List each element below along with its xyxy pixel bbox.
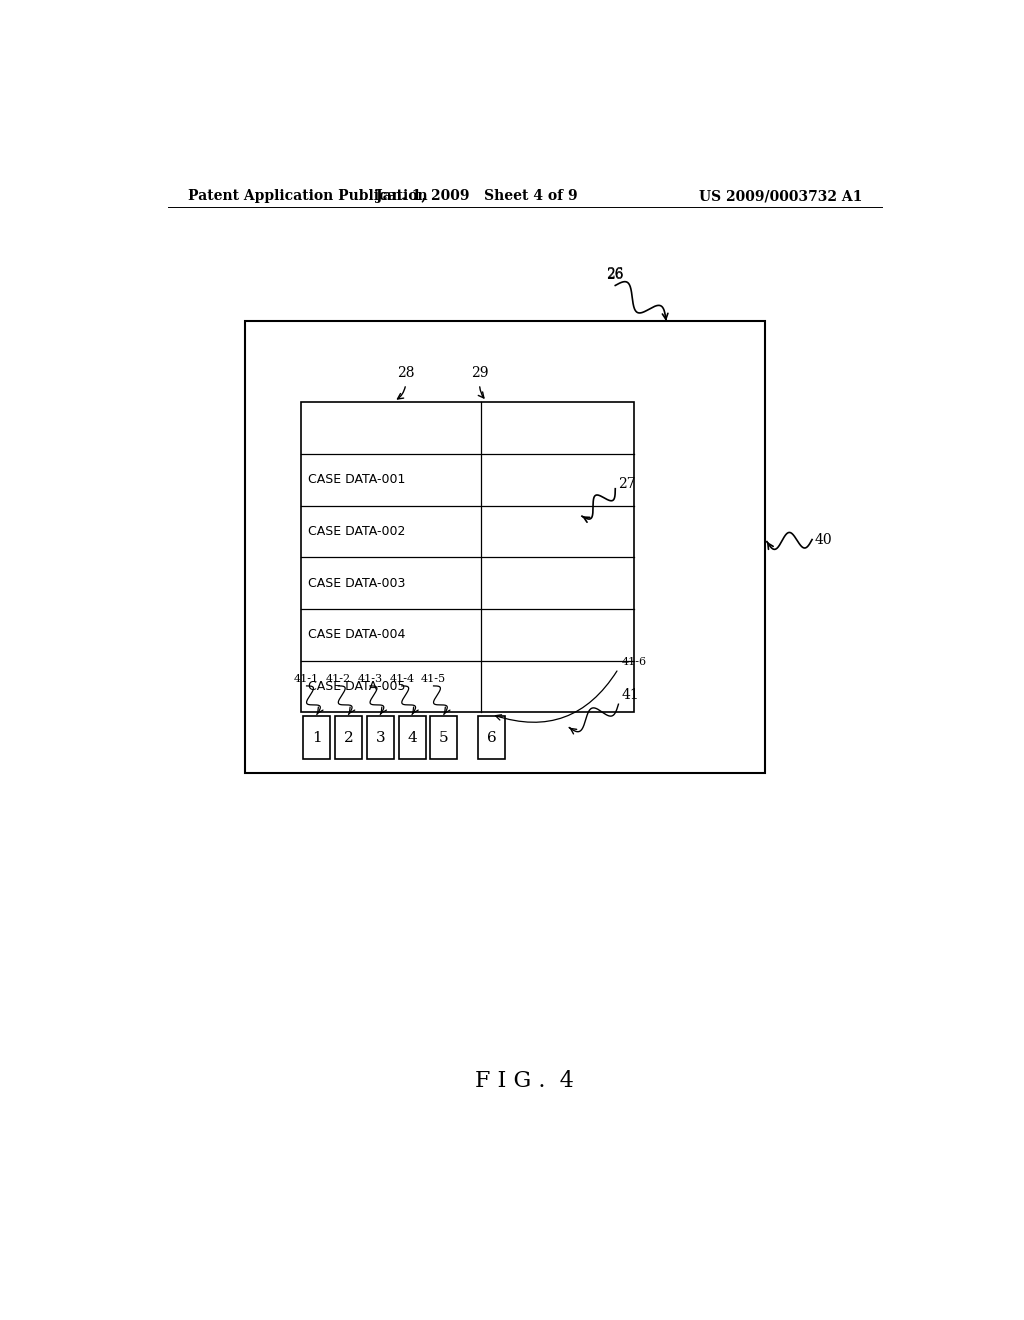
Text: CASE DATA-003: CASE DATA-003 bbox=[308, 577, 406, 590]
Bar bbox=[430, 717, 458, 759]
Text: F I G .  4: F I G . 4 bbox=[475, 1071, 574, 1092]
Bar bbox=[301, 403, 634, 713]
Bar bbox=[478, 717, 505, 759]
Text: 3: 3 bbox=[376, 731, 385, 744]
Text: 26: 26 bbox=[606, 268, 624, 281]
Text: 4: 4 bbox=[408, 731, 417, 744]
Text: 41-1: 41-1 bbox=[294, 675, 319, 684]
Text: CASE DATA-004: CASE DATA-004 bbox=[308, 628, 406, 642]
Text: 40: 40 bbox=[814, 532, 833, 546]
Text: Patent Application Publication: Patent Application Publication bbox=[187, 189, 427, 203]
Bar bbox=[398, 717, 426, 759]
Text: 27: 27 bbox=[617, 477, 635, 491]
Text: 1: 1 bbox=[312, 731, 322, 744]
Text: CASE DATA-001: CASE DATA-001 bbox=[308, 474, 406, 486]
Bar bbox=[246, 321, 765, 774]
Bar bbox=[367, 717, 394, 759]
Bar bbox=[335, 717, 362, 759]
Text: CASE DATA-002: CASE DATA-002 bbox=[308, 525, 406, 539]
Text: 6: 6 bbox=[486, 731, 497, 744]
Text: 41-6: 41-6 bbox=[622, 656, 647, 667]
Text: 29: 29 bbox=[471, 366, 488, 380]
Text: 41: 41 bbox=[622, 688, 639, 702]
Text: 41-3: 41-3 bbox=[357, 675, 383, 684]
Text: 28: 28 bbox=[397, 366, 415, 380]
Text: 26: 26 bbox=[606, 268, 624, 282]
Text: 5: 5 bbox=[439, 731, 449, 744]
Text: 41-5: 41-5 bbox=[421, 675, 446, 684]
Bar bbox=[303, 717, 331, 759]
Text: 41-4: 41-4 bbox=[389, 675, 415, 684]
Text: CASE DATA-005: CASE DATA-005 bbox=[308, 680, 406, 693]
Text: Jan. 1, 2009   Sheet 4 of 9: Jan. 1, 2009 Sheet 4 of 9 bbox=[377, 189, 578, 203]
Text: 2: 2 bbox=[344, 731, 353, 744]
Text: US 2009/0003732 A1: US 2009/0003732 A1 bbox=[698, 189, 862, 203]
Text: 41-2: 41-2 bbox=[326, 675, 351, 684]
